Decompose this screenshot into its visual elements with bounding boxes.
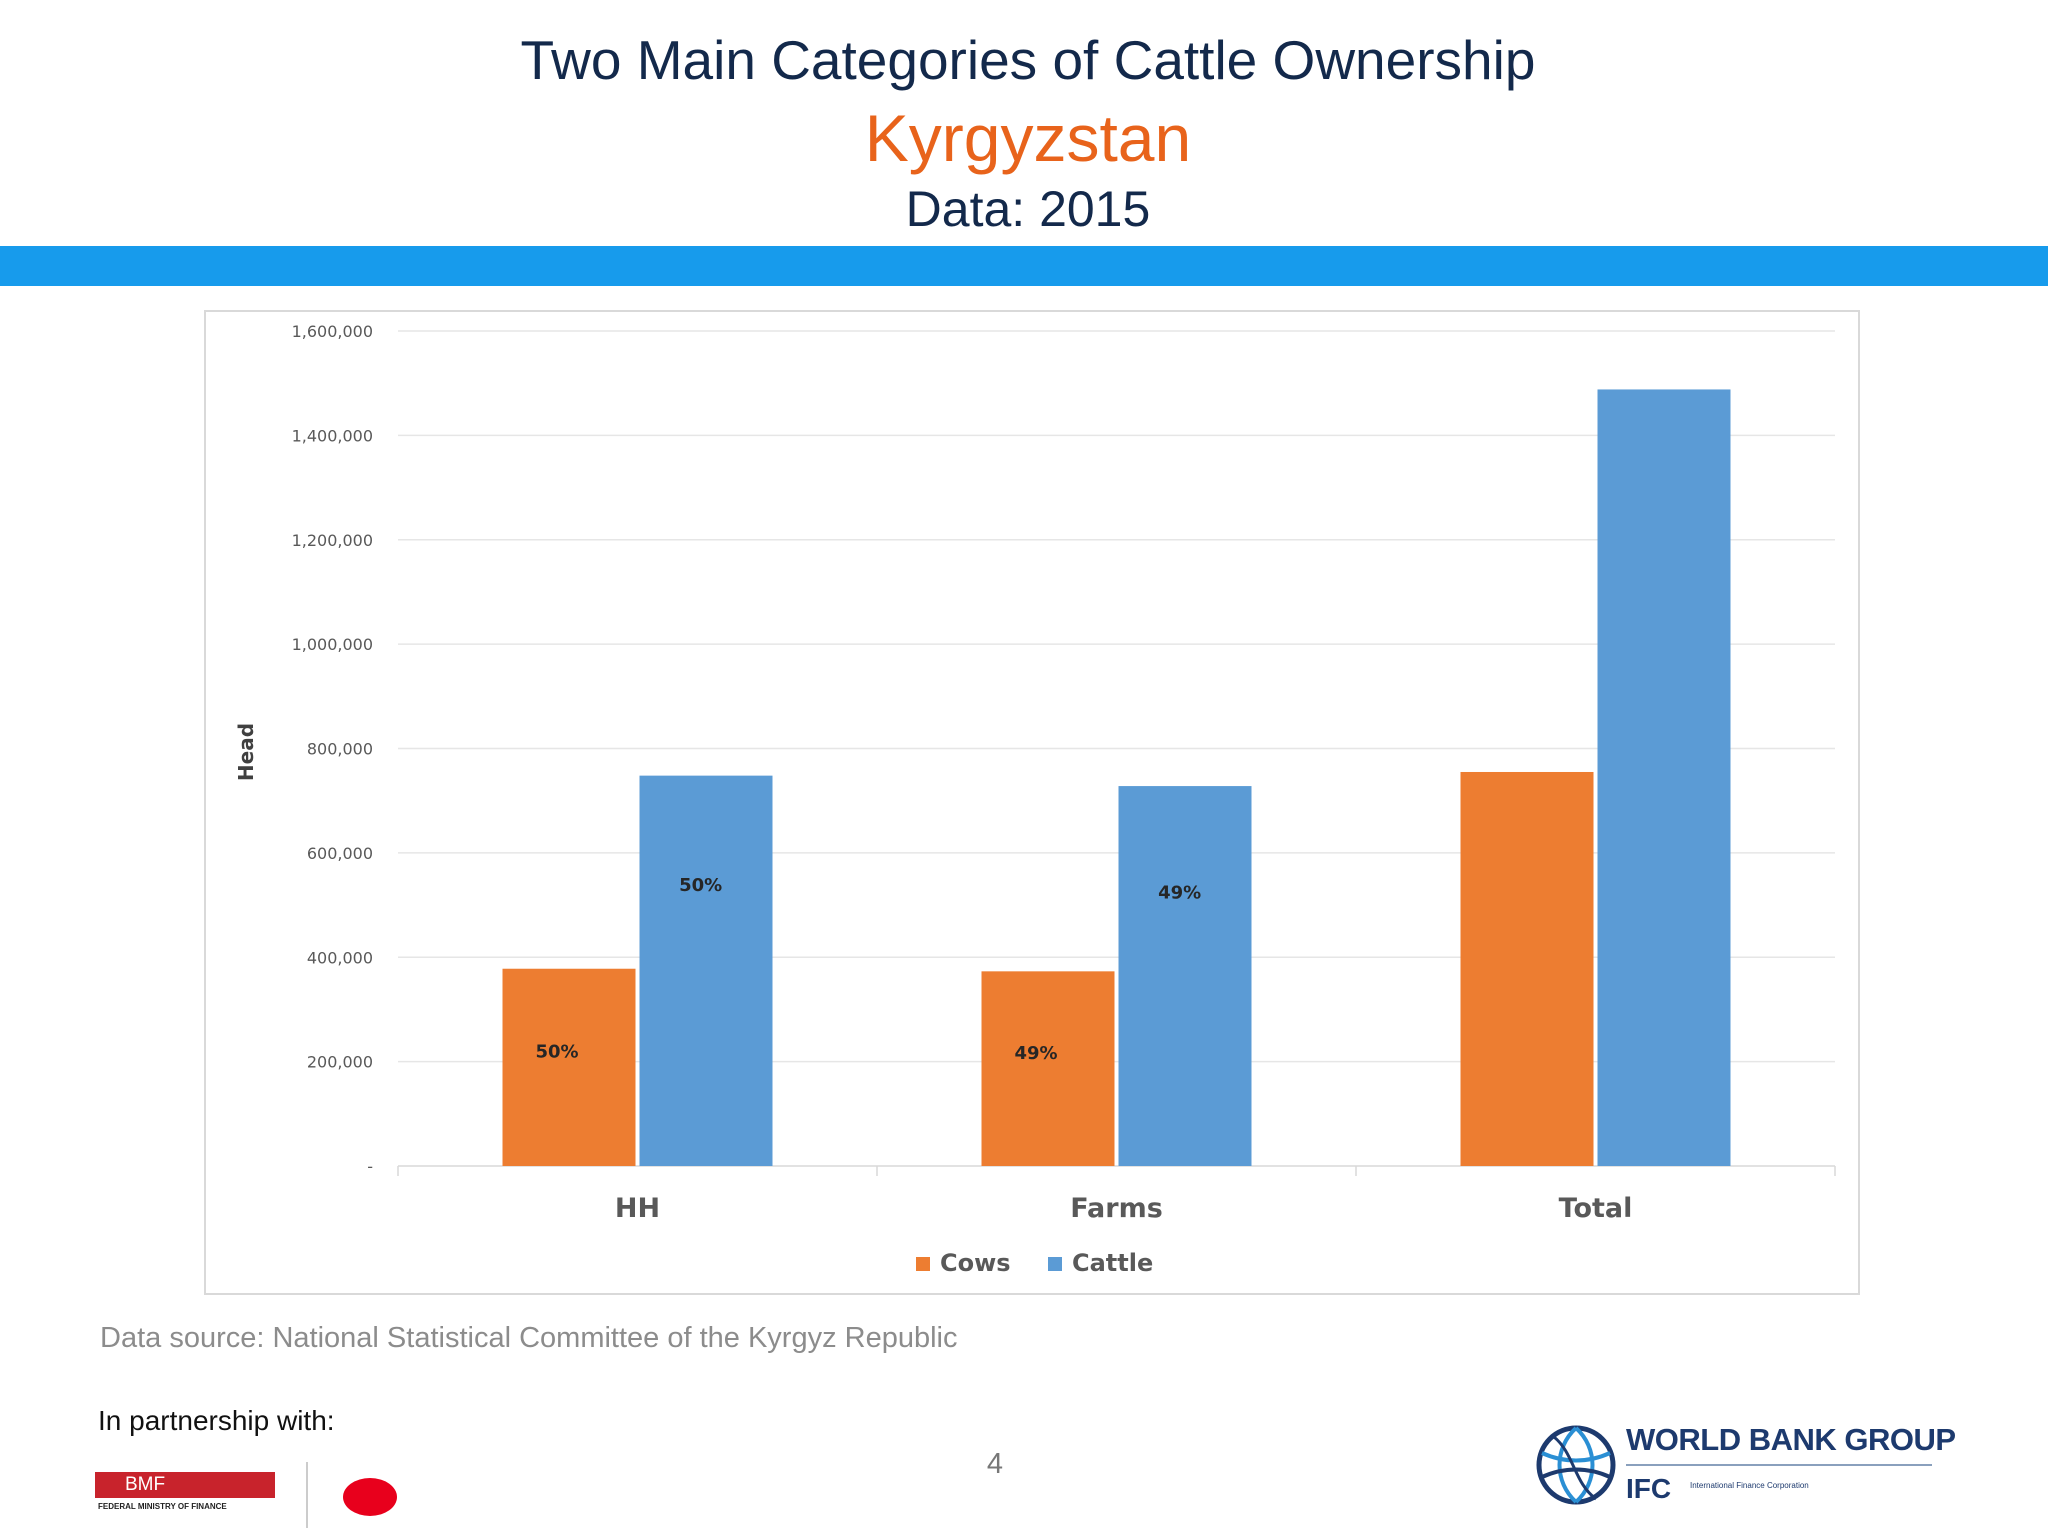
japan-flag-icon: [343, 1478, 397, 1516]
y-tick-label: 1,200,000: [292, 531, 373, 550]
x-category-label: Farms: [1070, 1193, 1163, 1224]
bmf-caption: FEDERAL MINISTRY OF FINANCE: [98, 1502, 227, 1511]
world-bank-group-logo: WORLD BANK GROUP: [1626, 1422, 1956, 1457]
partner-divider: [306, 1462, 308, 1528]
header-rule: [0, 246, 2048, 286]
logo-rule: [1626, 1464, 1932, 1466]
y-tick-label: 600,000: [307, 844, 373, 863]
bar-cows-total: [1460, 771, 1594, 1166]
bar-cows-farms: [981, 971, 1115, 1166]
bar-cows-hh: [502, 968, 636, 1166]
x-category-label: Total: [1559, 1193, 1633, 1224]
data-label: 49%: [1014, 1043, 1057, 1064]
y-tick-label: 1,000,000: [292, 635, 373, 654]
world-bank-globe-icon: [1536, 1425, 1616, 1505]
x-category-label: HH: [615, 1193, 660, 1224]
slide-country: Kyrgyzstan: [864, 101, 1192, 175]
y-tick-label: 200,000: [307, 1053, 373, 1072]
y-tick-label: 1,400,000: [292, 426, 373, 445]
data-label: 50%: [679, 875, 722, 896]
y-tick-label: 1,600,000: [292, 322, 373, 341]
bar-chart: - 200,000 400,000 600,000 800,000 1,000,000 1,…: [234, 322, 1836, 1277]
bmf-logo-text: BMF: [125, 1474, 166, 1495]
y-axis-label: Head: [234, 723, 258, 781]
data-label: 50%: [535, 1042, 578, 1063]
y-tick-label: 400,000: [307, 948, 373, 967]
ifc-logo: IFC: [1626, 1473, 1672, 1504]
bar-cattle-total: [1597, 389, 1731, 1166]
bar-cattle-farms: [1118, 786, 1252, 1166]
y-tick-label: -: [367, 1157, 373, 1176]
legend-label-cows: Cows: [940, 1249, 1011, 1277]
partnership-label: In partnership with:: [98, 1405, 335, 1436]
bmf-logo: BMF: [95, 1472, 275, 1498]
chart-frame: - 200,000 400,000 600,000 800,000 1,000,000 1,…: [204, 310, 1860, 1295]
slide-data-year: Data: 2015: [905, 181, 1151, 237]
slide-title: Two Main Categories of Cattle Ownership: [520, 29, 1536, 91]
legend-label-cattle: Cattle: [1072, 1249, 1153, 1277]
page-number: 4: [986, 1448, 1004, 1480]
ifc-caption: International Finance Corporation: [1690, 1481, 1809, 1490]
legend-swatch-cows: [916, 1257, 930, 1271]
legend-swatch-cattle: [1048, 1257, 1062, 1271]
data-label: 49%: [1158, 882, 1201, 903]
bar-cattle-hh: [639, 775, 773, 1166]
y-tick-label: 800,000: [307, 740, 373, 759]
data-source-note: Data source: National Statistical Commit…: [100, 1322, 958, 1354]
